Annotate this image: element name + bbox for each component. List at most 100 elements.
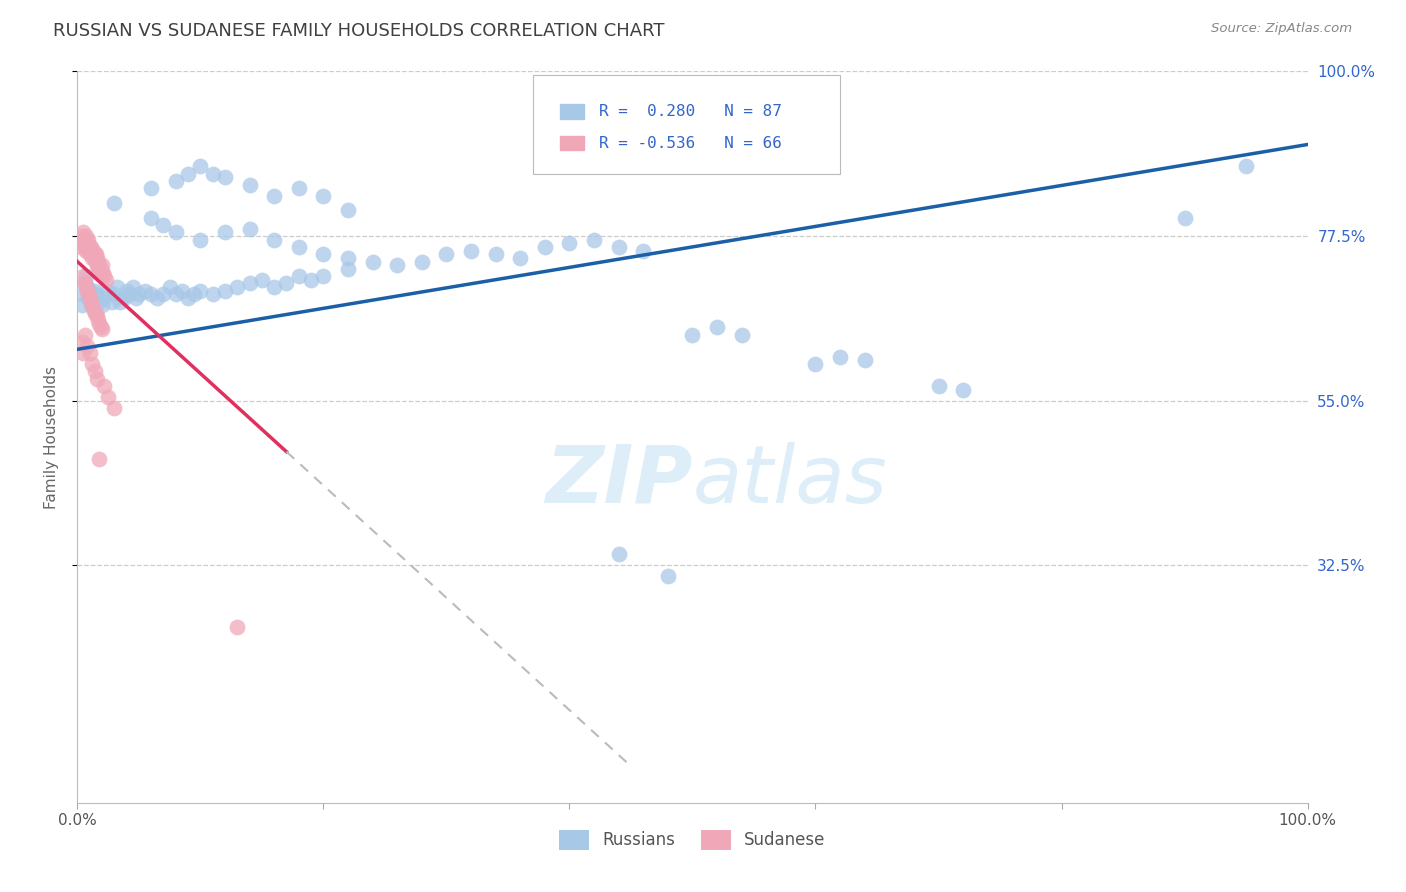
Bar (560, 136, 585, 151)
Point (89, 317, 111, 331)
Point (103, 401, 125, 415)
Point (115, 284, 138, 298)
Point (73, 240, 96, 254)
Text: Source: ZipAtlas.com: Source: ZipAtlas.com (1212, 22, 1353, 36)
Point (112, 291, 135, 305)
Point (75, 228, 97, 243)
Point (89, 258, 111, 272)
Point (70, 334, 93, 349)
Point (97, 390, 120, 404)
Point (76, 284, 98, 298)
Point (86, 258, 108, 272)
Point (657, 569, 679, 583)
Point (1234, 160, 1257, 174)
Point (159, 280, 181, 294)
Point (73, 277, 96, 291)
Bar (560, 104, 585, 119)
Point (82, 244, 104, 258)
Point (86, 251, 108, 265)
Point (411, 254, 433, 268)
Point (177, 167, 200, 181)
Point (830, 350, 852, 364)
Point (276, 277, 298, 291)
Point (128, 287, 150, 301)
Point (89, 294, 111, 309)
Point (87, 261, 110, 276)
Point (607, 547, 630, 561)
Point (80, 240, 103, 254)
Point (312, 269, 335, 284)
Point (87, 254, 110, 268)
Point (188, 160, 212, 174)
Point (706, 320, 728, 334)
Point (177, 291, 200, 305)
Point (93, 379, 115, 393)
Point (361, 254, 384, 268)
Point (239, 277, 262, 291)
Point (72, 225, 94, 239)
Point (188, 284, 212, 298)
Point (214, 225, 236, 239)
Point (79, 291, 101, 305)
Point (76, 233, 98, 247)
Point (152, 218, 174, 232)
Point (509, 251, 531, 265)
Point (80, 294, 103, 309)
Point (239, 221, 262, 235)
Text: RUSSIAN VS SUDANESE FAMILY HOUSEHOLDS CORRELATION CHART: RUSSIAN VS SUDANESE FAMILY HOUSEHOLDS CO… (53, 22, 665, 40)
Point (90, 258, 114, 272)
Point (83, 306, 105, 320)
Point (152, 287, 174, 301)
Point (337, 251, 360, 265)
Point (558, 236, 581, 251)
Point (83, 253, 105, 268)
Text: ZIP: ZIP (546, 442, 693, 520)
Point (385, 258, 409, 272)
Point (75, 269, 97, 284)
Point (1174, 211, 1197, 225)
Point (86, 310, 108, 324)
Point (86, 371, 108, 385)
Point (83, 284, 105, 298)
Point (72, 346, 94, 360)
Point (110, 294, 132, 309)
Point (534, 240, 557, 254)
Point (90, 322, 114, 336)
Point (165, 287, 187, 301)
Point (607, 240, 630, 254)
Point (73, 277, 96, 291)
Point (312, 247, 335, 261)
Point (214, 284, 236, 298)
Point (170, 284, 193, 298)
Point (72, 233, 94, 247)
Point (83, 364, 105, 378)
Point (183, 287, 205, 301)
Point (141, 181, 163, 195)
Point (226, 280, 249, 294)
Point (201, 167, 224, 181)
Point (337, 203, 360, 218)
Point (226, 620, 249, 634)
Point (165, 225, 187, 239)
Point (288, 181, 311, 195)
Point (288, 269, 311, 284)
Point (214, 170, 236, 185)
Point (82, 298, 104, 312)
Point (75, 280, 97, 294)
Point (70, 240, 93, 254)
Point (928, 379, 950, 393)
Point (79, 284, 101, 298)
Point (90, 298, 114, 312)
Point (80, 298, 103, 312)
Point (76, 240, 98, 254)
Point (77, 244, 100, 258)
Point (70, 298, 93, 312)
Point (288, 240, 311, 254)
Point (83, 247, 105, 261)
Point (263, 233, 285, 247)
Point (77, 291, 100, 305)
Text: atlas: atlas (693, 442, 887, 520)
Point (82, 244, 104, 258)
Point (89, 266, 111, 280)
Point (84, 291, 107, 305)
